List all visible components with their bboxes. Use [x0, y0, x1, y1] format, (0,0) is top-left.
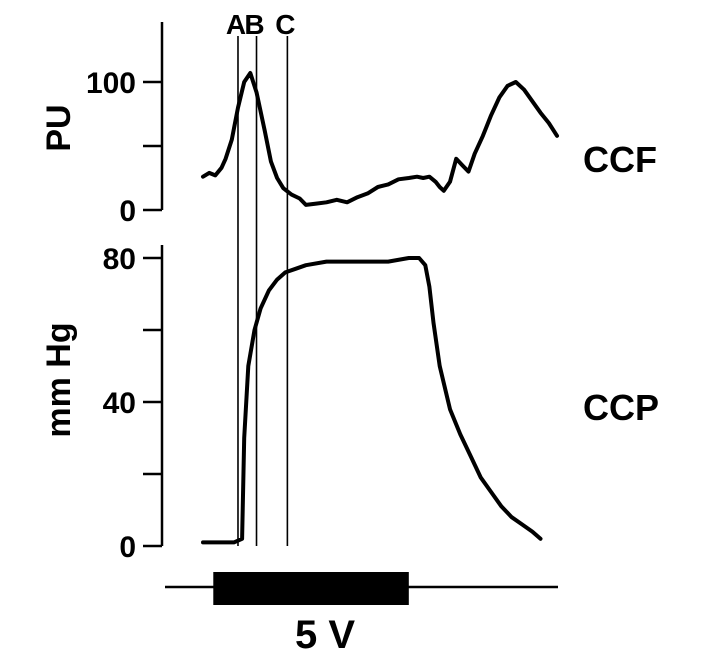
ccf-y-tick-label: 100: [86, 67, 136, 100]
marker-label-b: B: [244, 9, 264, 40]
ccp-panel: 0 40 80 mm Hg CCP: [40, 243, 659, 564]
ccp-y-tick-labels: 0 40 80: [103, 243, 136, 564]
event-markers: AB C: [226, 9, 296, 546]
ccf-panel: 0 100 PU CCF: [40, 22, 657, 228]
ccp-y-tick-label: 0: [119, 531, 136, 564]
stimulus-bar: [213, 572, 409, 605]
stimulus-bar-group: 5 V: [165, 572, 558, 657]
ccf-series-label: CCF: [583, 139, 657, 180]
ccp-series-line: [201, 256, 543, 545]
ccp-y-axis-label: mm Hg: [40, 322, 78, 437]
ccf-y-tick-labels: 0 100: [86, 67, 136, 228]
stimulus-label: 5 V: [295, 613, 355, 657]
ccf-series-line: [201, 71, 559, 207]
ccp-y-tick-label: 40: [103, 387, 136, 420]
ccf-y-ticks: [143, 80, 162, 212]
marker-label-a: A: [226, 9, 246, 40]
ccf-y-tick-label: 0: [119, 195, 136, 228]
ccp-series-label: CCP: [583, 387, 659, 428]
ccp-y-tick-label: 80: [103, 243, 136, 276]
ccp-y-ticks: [143, 256, 162, 548]
marker-label-c: C: [275, 9, 295, 40]
ccf-y-axis-label: PU: [40, 104, 78, 151]
